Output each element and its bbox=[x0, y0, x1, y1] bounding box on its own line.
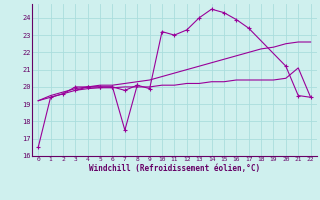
X-axis label: Windchill (Refroidissement éolien,°C): Windchill (Refroidissement éolien,°C) bbox=[89, 164, 260, 173]
